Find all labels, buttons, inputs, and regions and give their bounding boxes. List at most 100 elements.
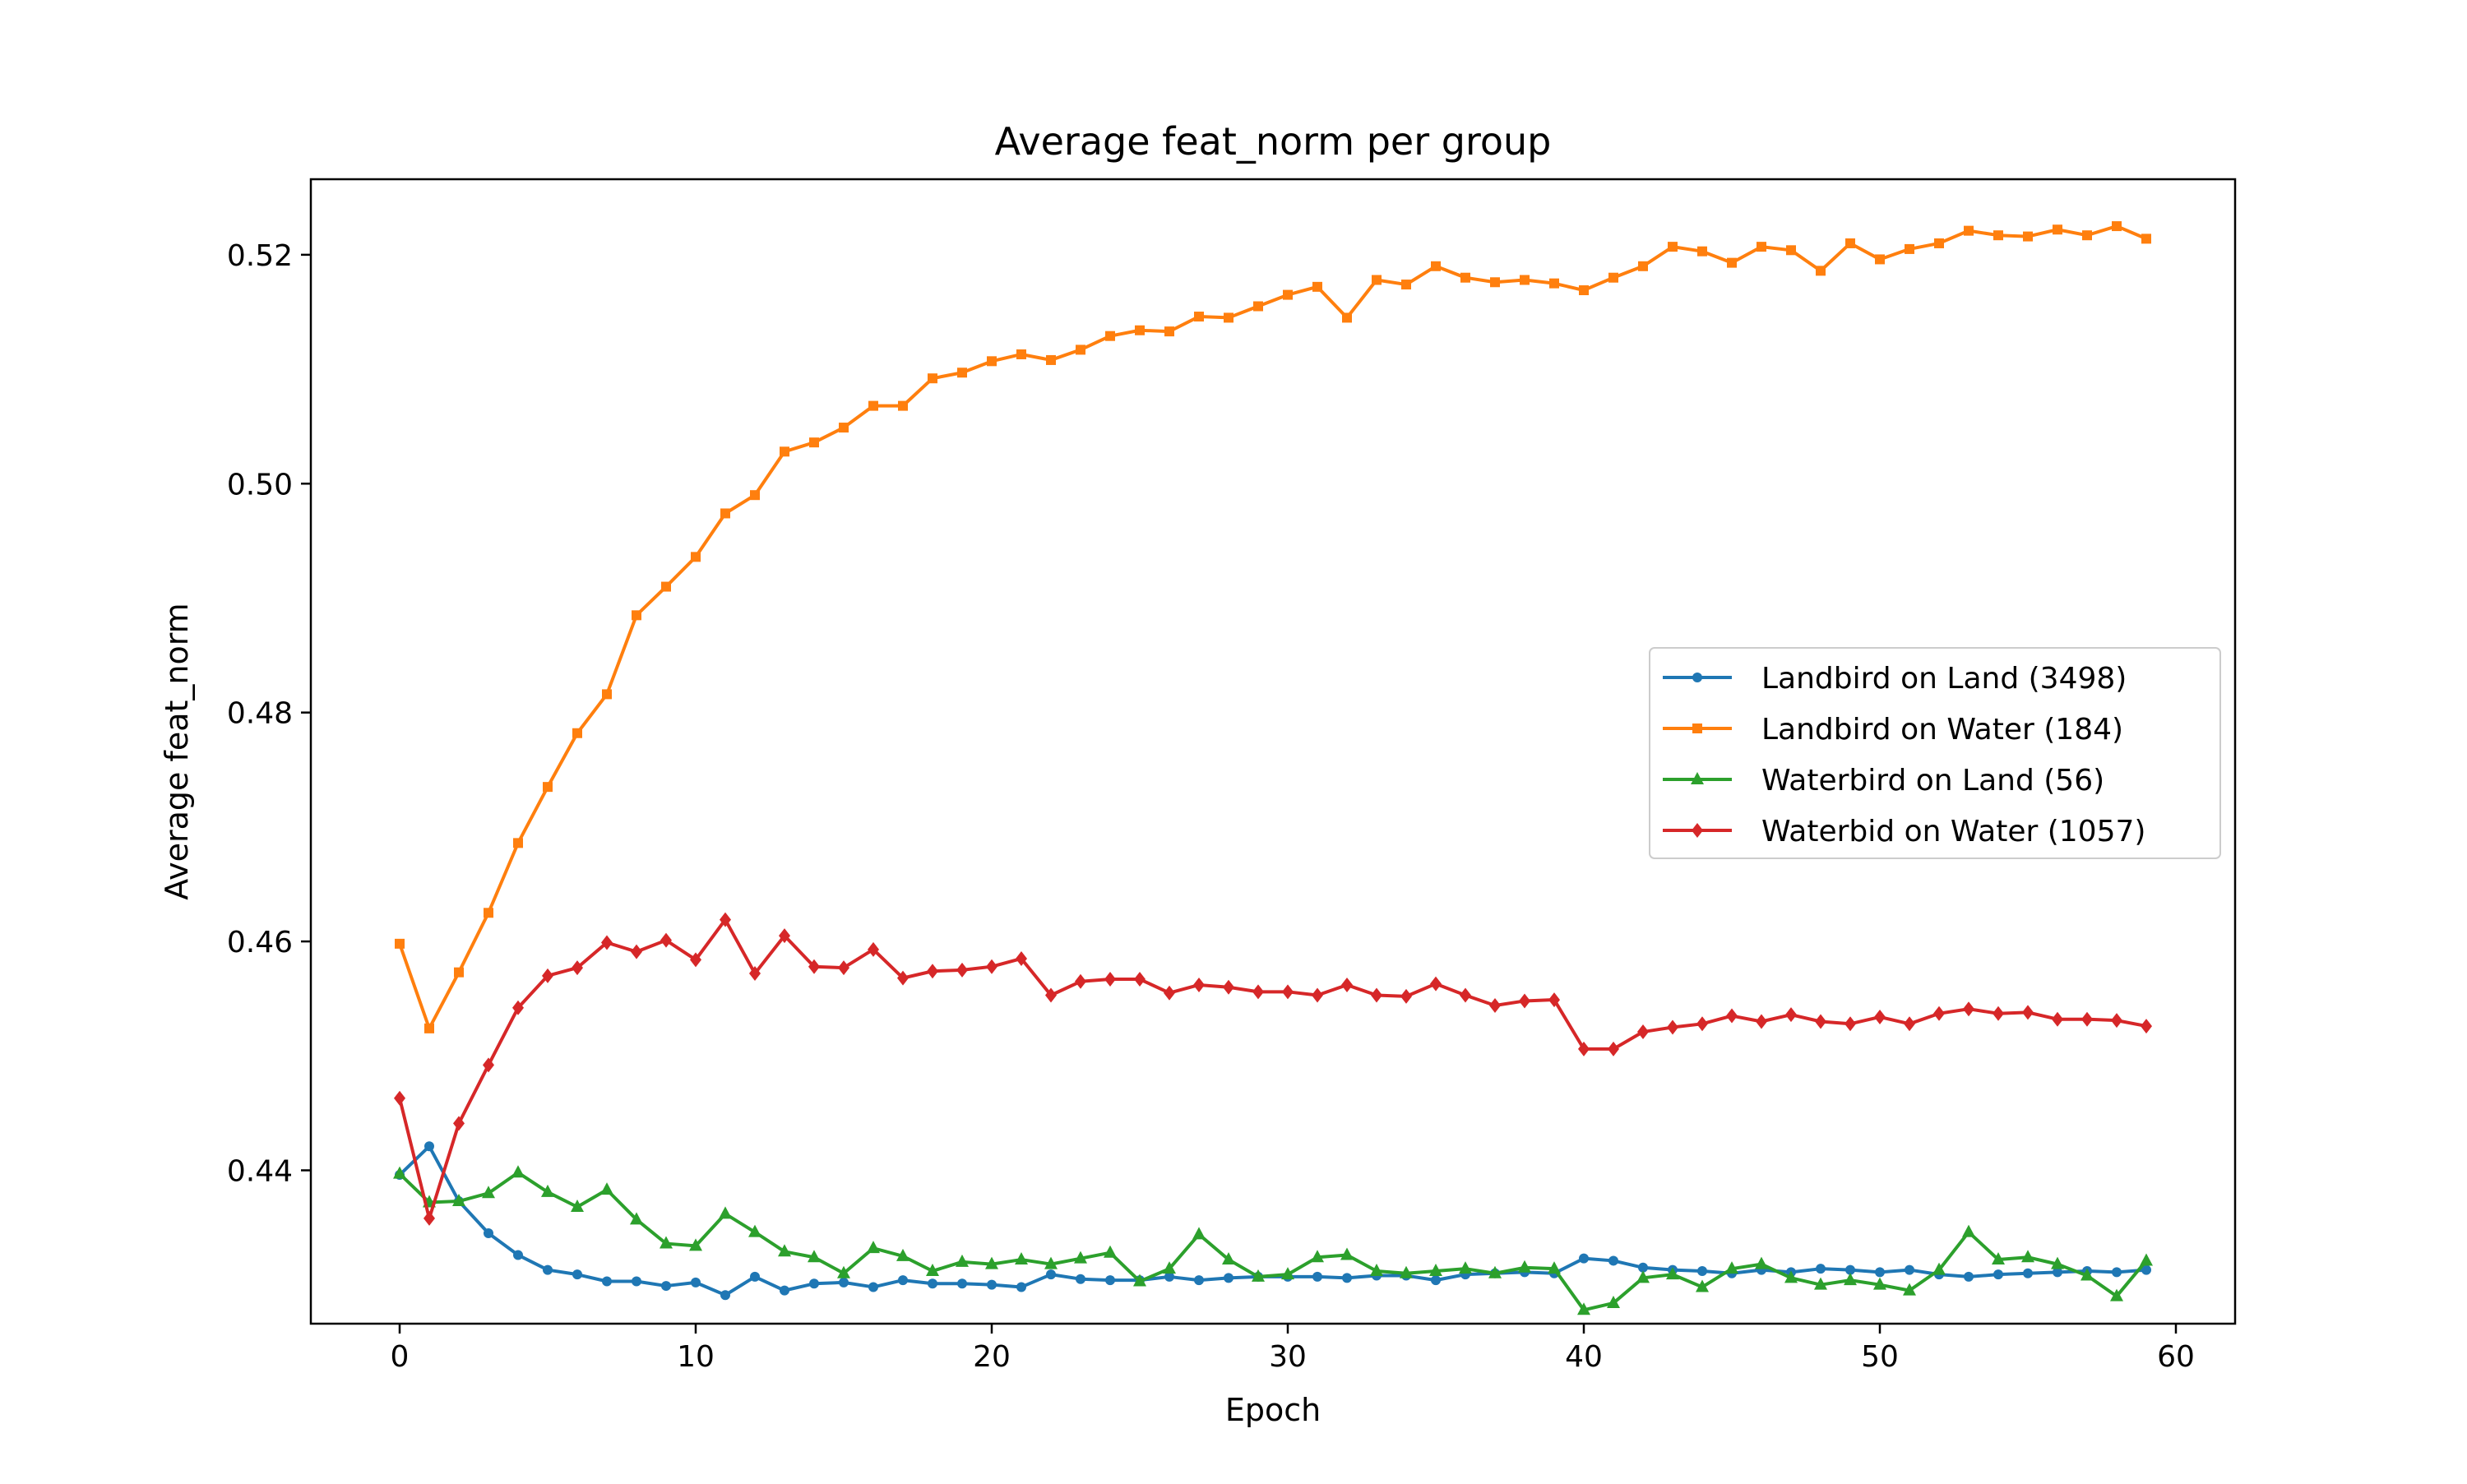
data-point bbox=[1844, 1273, 1857, 1286]
data-point bbox=[542, 968, 553, 983]
data-point bbox=[1164, 985, 1175, 1001]
data-point bbox=[1016, 1282, 1026, 1292]
data-point bbox=[1045, 987, 1057, 1003]
data-point bbox=[689, 1238, 702, 1251]
data-point bbox=[602, 689, 612, 700]
data-point bbox=[957, 368, 967, 378]
y-tick-label: 0.50 bbox=[227, 468, 293, 502]
data-point bbox=[1076, 344, 1085, 355]
data-point bbox=[1757, 242, 1766, 252]
data-point bbox=[571, 1200, 584, 1213]
data-point bbox=[928, 1278, 937, 1289]
data-point bbox=[2141, 233, 2151, 244]
data-point bbox=[454, 967, 464, 978]
data-point bbox=[987, 356, 997, 367]
data-point bbox=[1784, 1270, 1798, 1283]
data-point bbox=[2023, 231, 2033, 242]
data-point bbox=[2082, 230, 2092, 241]
data-point bbox=[2021, 1250, 2034, 1263]
data-point bbox=[1401, 280, 1411, 290]
data-point bbox=[2022, 1005, 2034, 1020]
data-point bbox=[1431, 1275, 1441, 1286]
data-point bbox=[750, 1271, 760, 1282]
data-point bbox=[1104, 1245, 1117, 1258]
data-point bbox=[1668, 242, 1678, 252]
data-point bbox=[543, 782, 553, 793]
data-point bbox=[1400, 1265, 1413, 1278]
data-point bbox=[1696, 1016, 1708, 1032]
series-3 bbox=[393, 1165, 2153, 1315]
data-point bbox=[986, 959, 997, 974]
legend-swatch-marker bbox=[1691, 772, 1704, 784]
data-point bbox=[1192, 1227, 1206, 1240]
x-tick-label: 60 bbox=[2157, 1340, 2195, 1374]
data-point bbox=[1075, 973, 1086, 989]
data-point bbox=[1224, 312, 1234, 323]
data-point bbox=[1282, 984, 1294, 1000]
data-point bbox=[2141, 1264, 2151, 1275]
data-point bbox=[987, 1279, 997, 1290]
data-point bbox=[1755, 1256, 1768, 1269]
data-point bbox=[572, 1269, 582, 1280]
data-point bbox=[1104, 972, 1116, 987]
legend-label: Waterbird on Land (56) bbox=[1761, 764, 2104, 797]
data-point bbox=[484, 908, 493, 918]
data-point bbox=[2141, 1019, 2152, 1034]
data-point bbox=[602, 1276, 612, 1287]
data-point bbox=[1905, 243, 1914, 254]
data-point bbox=[896, 1248, 910, 1261]
data-point bbox=[720, 1290, 730, 1301]
x-axis-label: Epoch bbox=[1225, 1392, 1321, 1428]
data-point bbox=[424, 1210, 435, 1226]
data-point bbox=[1016, 950, 1027, 966]
data-point bbox=[1046, 354, 1056, 365]
data-point bbox=[809, 1278, 819, 1289]
data-point bbox=[1164, 326, 1174, 337]
series-4 bbox=[394, 912, 2152, 1226]
data-point bbox=[838, 960, 849, 976]
data-point bbox=[1312, 1271, 1322, 1282]
legend-label: Landbird on Land (3498) bbox=[1761, 662, 2127, 696]
data-point bbox=[1962, 1224, 1975, 1237]
data-point bbox=[1341, 977, 1353, 992]
data-point bbox=[985, 1256, 998, 1269]
data-point bbox=[632, 1276, 641, 1287]
data-point bbox=[898, 400, 908, 411]
data-point bbox=[1577, 1302, 1590, 1315]
data-point bbox=[572, 728, 582, 738]
data-point bbox=[1252, 984, 1264, 1000]
data-point bbox=[839, 1277, 849, 1288]
data-point bbox=[1815, 1014, 1826, 1029]
data-point bbox=[452, 1194, 465, 1207]
data-point bbox=[482, 1186, 495, 1199]
data-point bbox=[1844, 1016, 1856, 1032]
data-point bbox=[808, 959, 820, 974]
data-point bbox=[1074, 1251, 1087, 1264]
data-point bbox=[600, 1182, 613, 1195]
series-2 bbox=[395, 221, 2151, 1033]
data-point bbox=[720, 912, 731, 927]
data-point bbox=[1223, 979, 1234, 995]
data-point bbox=[691, 552, 701, 562]
data-point bbox=[393, 1166, 406, 1179]
data-point bbox=[1993, 1269, 2003, 1280]
y-tick-label: 0.44 bbox=[227, 1154, 293, 1188]
y-tick-label: 0.46 bbox=[227, 926, 293, 959]
data-point bbox=[1224, 1273, 1234, 1283]
data-point bbox=[750, 490, 760, 501]
data-point bbox=[837, 1265, 850, 1278]
data-point bbox=[632, 610, 641, 621]
data-point bbox=[601, 935, 613, 950]
data-point bbox=[2051, 1256, 2064, 1269]
data-point bbox=[1845, 238, 1855, 248]
data-point bbox=[1875, 1267, 1885, 1278]
data-point bbox=[1519, 993, 1530, 1009]
data-point bbox=[513, 838, 523, 848]
data-point bbox=[2111, 1013, 2122, 1029]
data-point bbox=[1489, 998, 1501, 1014]
data-point bbox=[1608, 1255, 1618, 1266]
data-point bbox=[1459, 1261, 1472, 1274]
chart-title: Average feat_norm per group bbox=[995, 119, 1552, 164]
x-tick-label: 20 bbox=[973, 1340, 1011, 1374]
